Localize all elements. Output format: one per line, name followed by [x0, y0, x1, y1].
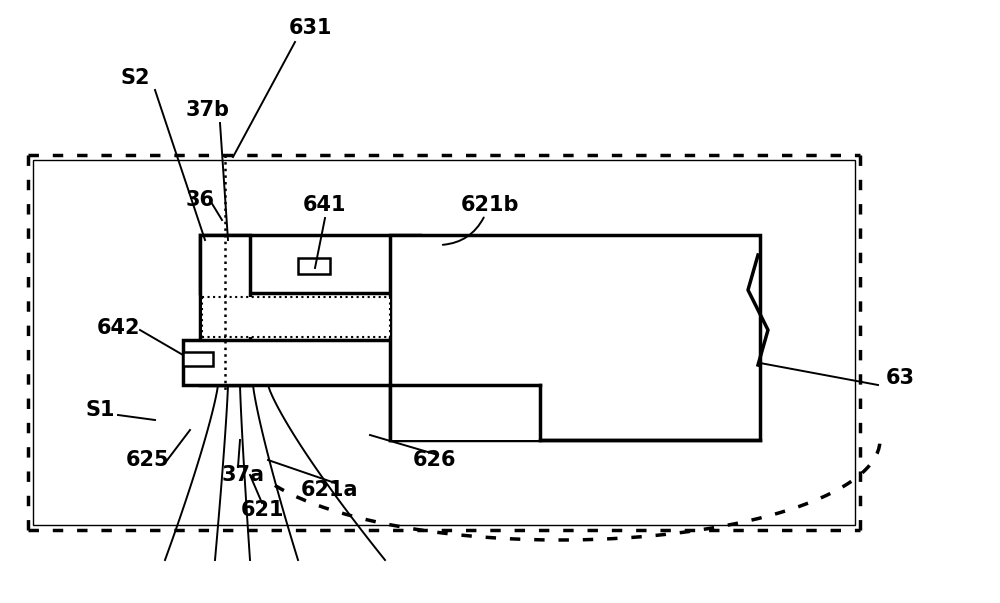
- Bar: [200, 235, 250, 385]
- Bar: [200, 235, 420, 293]
- Text: 621b: 621b: [461, 195, 519, 215]
- Text: 36: 36: [186, 190, 214, 210]
- Text: 641: 641: [303, 195, 347, 215]
- Text: 37a: 37a: [222, 465, 264, 485]
- Bar: [390, 385, 540, 440]
- Text: 642: 642: [96, 318, 140, 338]
- Text: S1: S1: [85, 400, 115, 420]
- Text: 621: 621: [240, 500, 284, 520]
- Bar: [183, 352, 213, 366]
- Bar: [298, 258, 330, 274]
- Text: 625: 625: [126, 450, 170, 470]
- Text: 631: 631: [288, 18, 332, 38]
- Bar: [202, 297, 390, 337]
- Text: 626: 626: [413, 450, 457, 470]
- Bar: [33, 160, 855, 525]
- Bar: [390, 235, 760, 440]
- Text: 37b: 37b: [186, 100, 230, 120]
- Bar: [183, 340, 393, 385]
- Text: 621a: 621a: [301, 480, 359, 500]
- Text: S2: S2: [120, 68, 150, 88]
- Text: 63: 63: [886, 368, 914, 388]
